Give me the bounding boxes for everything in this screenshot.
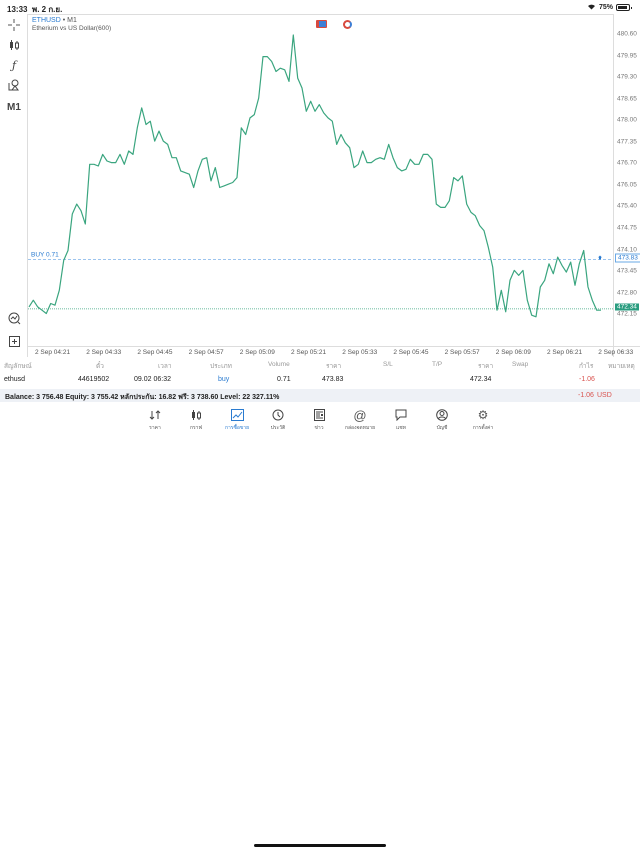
position-volume: 0.71	[277, 376, 291, 383]
new-order-icon[interactable]	[4, 332, 24, 350]
time-tick: 2 Sep 04:33	[86, 349, 122, 356]
price-tick: 474.10	[617, 246, 637, 253]
tab-account[interactable]: บัญชี	[422, 407, 462, 432]
price-tick: 472.15	[617, 310, 637, 318]
price-tick: 476.70	[617, 159, 637, 167]
time-tick: 2 Sep 04:45	[137, 349, 173, 356]
chart-title: ETHUSD • M1	[32, 17, 77, 24]
position-open-price: 473.83	[322, 376, 344, 383]
col-sl: S/L	[383, 361, 393, 368]
tab-charts[interactable]: กราฟ	[176, 407, 216, 432]
price-tick: 474.75	[617, 224, 637, 232]
mailbox-icon: @	[353, 407, 367, 423]
price-tick: 478.65	[617, 95, 637, 103]
price-axis[interactable]: 480.60 479.95 479.30 478.65 478.00 477.35 476.…	[613, 14, 640, 357]
news-icon	[299, 407, 339, 423]
tab-quotes[interactable]: ราคา	[135, 407, 175, 432]
price-tick: 479.95	[617, 52, 637, 60]
time-axis[interactable]: 2 Sep 04:21 2 Sep 04:33 2 Sep 04:45 2 Sep 0…	[27, 346, 640, 358]
quotes-icon	[135, 407, 175, 423]
price-tick: 473.45	[617, 267, 637, 275]
timeframe-button[interactable]: M1	[7, 101, 21, 113]
time-tick: 2 Sep 06:09	[495, 349, 531, 356]
account-icon	[422, 407, 462, 423]
tab-chat[interactable]: แชท	[381, 407, 421, 432]
time-tick: 2 Sep 05:57	[444, 349, 480, 356]
status-bar: 13:33 พ. 2 ก.ย. 75%	[0, 0, 640, 14]
chat-icon	[381, 407, 421, 423]
time-tick: 2 Sep 05:21	[291, 349, 327, 356]
price-tick: 472.80	[617, 289, 637, 297]
history-icon	[258, 407, 298, 423]
price-tick: 480.60	[617, 30, 637, 38]
col-type: ประเภท	[210, 363, 232, 370]
account-summary-bar: Balance: 3 756.48 Equity: 3 755.42 หลักป…	[0, 389, 640, 402]
settings-icon: ⚙	[477, 408, 489, 422]
col-tp: T/P	[432, 361, 443, 368]
price-line-plot: BUY 0.71	[28, 34, 614, 318]
buy-price-tag: 473.83	[615, 253, 640, 263]
col-volume: Volume	[268, 361, 290, 368]
col-symbol: สัญลักษณ์	[4, 363, 32, 370]
signal-icon[interactable]	[316, 20, 327, 28]
price-tick: 475.40	[617, 202, 637, 210]
col-time: เวลา	[158, 363, 172, 370]
position-row[interactable]: ethusd 44619502 09.02 06:32 buy 0.71 473…	[0, 373, 640, 387]
position-type: buy	[218, 376, 230, 383]
col-open-price: ราคา	[326, 363, 342, 370]
positions-table-header: สัญลักษณ์ ตั๋ว เวลา ประเภท Volume ราคา S…	[0, 358, 640, 372]
col-swap: Swap	[512, 361, 529, 368]
position-time: 09.02 06:32	[134, 376, 171, 383]
tab-trade[interactable]: การซื้อขาย	[217, 407, 257, 432]
time-tick: 2 Sep 05:45	[393, 349, 429, 356]
position-symbol: ethusd	[4, 376, 26, 383]
candlestick-icon[interactable]	[4, 36, 24, 54]
bid-price-tag: 472.34	[615, 303, 639, 311]
col-ticket: ตั๋ว	[96, 363, 104, 370]
chart-description: Etherium vs US Dollar(600)	[32, 25, 112, 32]
objects-icon[interactable]	[4, 76, 24, 94]
time-tick: 2 Sep 04:57	[188, 349, 224, 356]
tab-settings[interactable]: ⚙ การตั้งค่า	[463, 407, 503, 432]
price-tick: 476.05	[617, 181, 637, 189]
status-right: 75%	[587, 3, 632, 12]
function-icon[interactable]: ƒ	[11, 58, 17, 72]
battery-percent: 75%	[598, 4, 613, 11]
one-click-trading-icon[interactable]	[4, 309, 24, 327]
price-tick: 478.00	[617, 116, 637, 124]
account-summary-text: Balance: 3 756.48 Equity: 3 755.42 หลักป…	[5, 394, 280, 401]
wifi-icon	[587, 3, 596, 12]
status-time: 13:33 พ. 2 ก.ย.	[7, 5, 63, 14]
time-tick: 2 Sep 06:33	[598, 349, 634, 356]
time-tick: 2 Sep 05:09	[239, 349, 275, 356]
price-chart[interactable]: ETHUSD • M1 Etherium vs US Dollar(600) B…	[27, 14, 614, 357]
col-price: ราคา	[478, 363, 494, 370]
svg-text:BUY 0.71: BUY 0.71	[31, 251, 59, 258]
crosshair-icon[interactable]	[4, 16, 24, 34]
chart-toolbar: ƒ M1	[0, 14, 27, 357]
bottom-tab-bar: ราคา กราฟ การซื้อขาย ประวัติ ข่าว @ กล่อ…	[0, 403, 640, 847]
time-tick: 2 Sep 06:21	[547, 349, 583, 356]
trade-icon	[217, 407, 257, 423]
refresh-circle-icon[interactable]	[343, 20, 352, 29]
chart-indicator-icons	[316, 20, 352, 29]
col-comment: หมายเหตุ	[608, 363, 635, 370]
time-tick: 2 Sep 04:21	[35, 349, 71, 356]
total-profit: -1.06 USD	[578, 392, 612, 399]
price-tick: 479.30	[617, 73, 637, 81]
tab-history[interactable]: ประวัติ	[258, 407, 298, 432]
battery-icon	[616, 4, 632, 11]
tab-mailbox[interactable]: @ กล่องจดหมาย	[340, 407, 380, 432]
position-current-price: 472.34	[470, 376, 492, 383]
chart-icon	[176, 407, 216, 423]
position-ticket: 44619502	[78, 376, 110, 383]
col-profit: กำไร	[579, 363, 594, 370]
time-tick: 2 Sep 05:33	[342, 349, 378, 356]
price-tick: 477.35	[617, 138, 637, 146]
tab-news[interactable]: ข่าว	[299, 407, 339, 432]
position-profit: -1.06	[579, 376, 595, 383]
